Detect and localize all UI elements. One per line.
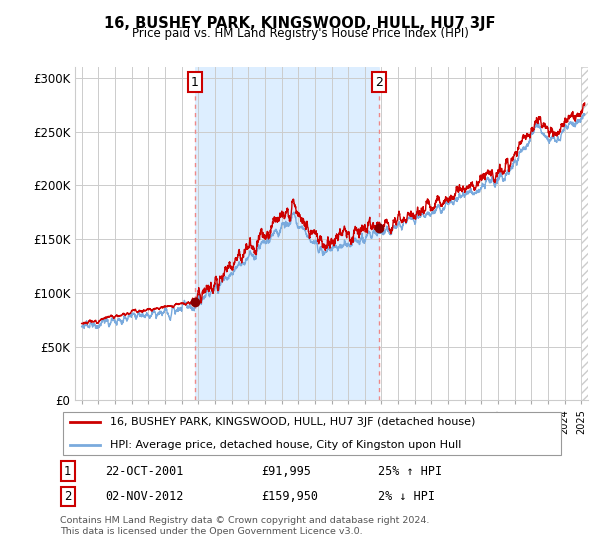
Text: HPI: Average price, detached house, City of Kingston upon Hull: HPI: Average price, detached house, City… xyxy=(110,440,462,450)
Text: 2: 2 xyxy=(375,76,383,88)
Text: 2: 2 xyxy=(64,490,71,503)
Text: £159,950: £159,950 xyxy=(262,490,319,503)
Text: 22-OCT-2001: 22-OCT-2001 xyxy=(106,465,184,478)
Text: 16, BUSHEY PARK, KINGSWOOD, HULL, HU7 3JF: 16, BUSHEY PARK, KINGSWOOD, HULL, HU7 3J… xyxy=(104,16,496,31)
Text: 1: 1 xyxy=(64,465,71,478)
Text: 1: 1 xyxy=(191,76,199,88)
Text: Price paid vs. HM Land Registry's House Price Index (HPI): Price paid vs. HM Land Registry's House … xyxy=(131,27,469,40)
Text: £91,995: £91,995 xyxy=(262,465,311,478)
Text: 2% ↓ HPI: 2% ↓ HPI xyxy=(377,490,434,503)
FancyBboxPatch shape xyxy=(62,412,562,455)
Text: 02-NOV-2012: 02-NOV-2012 xyxy=(106,490,184,503)
Text: 16, BUSHEY PARK, KINGSWOOD, HULL, HU7 3JF (detached house): 16, BUSHEY PARK, KINGSWOOD, HULL, HU7 3J… xyxy=(110,417,476,427)
Text: Contains HM Land Registry data © Crown copyright and database right 2024.
This d: Contains HM Land Registry data © Crown c… xyxy=(60,516,430,536)
Text: 25% ↑ HPI: 25% ↑ HPI xyxy=(377,465,442,478)
